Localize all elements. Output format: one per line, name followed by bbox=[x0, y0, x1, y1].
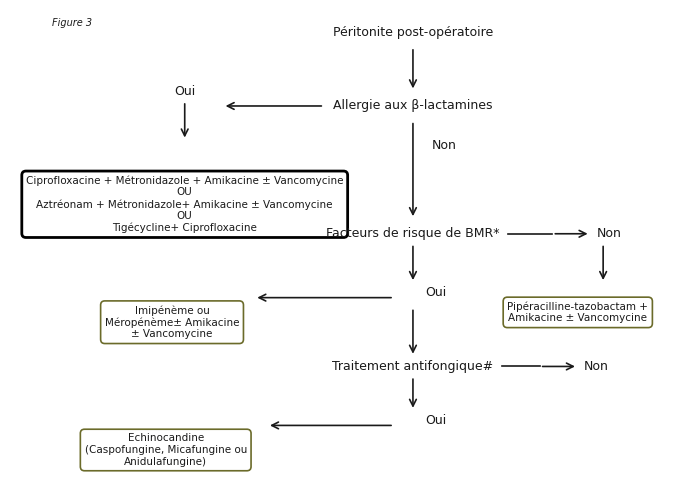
Text: Péritonite post-opératoire: Péritonite post-opératoire bbox=[333, 26, 493, 39]
Text: Allergie aux β-lactamines: Allergie aux β-lactamines bbox=[333, 99, 492, 112]
Text: Oui: Oui bbox=[426, 286, 447, 299]
Text: Pipéracilline-tazobactam +
Amikacine ± Vancomycine: Pipéracilline-tazobactam + Amikacine ± V… bbox=[507, 301, 648, 324]
Text: Non: Non bbox=[597, 227, 622, 240]
Text: Figure 3: Figure 3 bbox=[52, 17, 91, 27]
Text: Oui: Oui bbox=[174, 84, 195, 98]
Text: Oui: Oui bbox=[426, 414, 447, 427]
Text: Traitement antifongique#: Traitement antifongique# bbox=[332, 360, 494, 373]
Text: Ciprofloxacine + Métronidazole + Amikacine ± Vancomycine
OU
Aztréonam + Métronid: Ciprofloxacine + Métronidazole + Amikaci… bbox=[26, 175, 344, 233]
Text: Facteurs de risque de BMR*: Facteurs de risque de BMR* bbox=[326, 227, 500, 240]
Text: Non: Non bbox=[432, 139, 457, 152]
Text: Imipénème ou
Méropénème± Amikacine
± Vancomycine: Imipénème ou Méropénème± Amikacine ± Van… bbox=[105, 305, 239, 339]
Text: Non: Non bbox=[584, 360, 609, 373]
Text: Echinocandine
(Caspofungine, Micafungine ou
Anidulafungine): Echinocandine (Caspofungine, Micafungine… bbox=[85, 433, 247, 467]
